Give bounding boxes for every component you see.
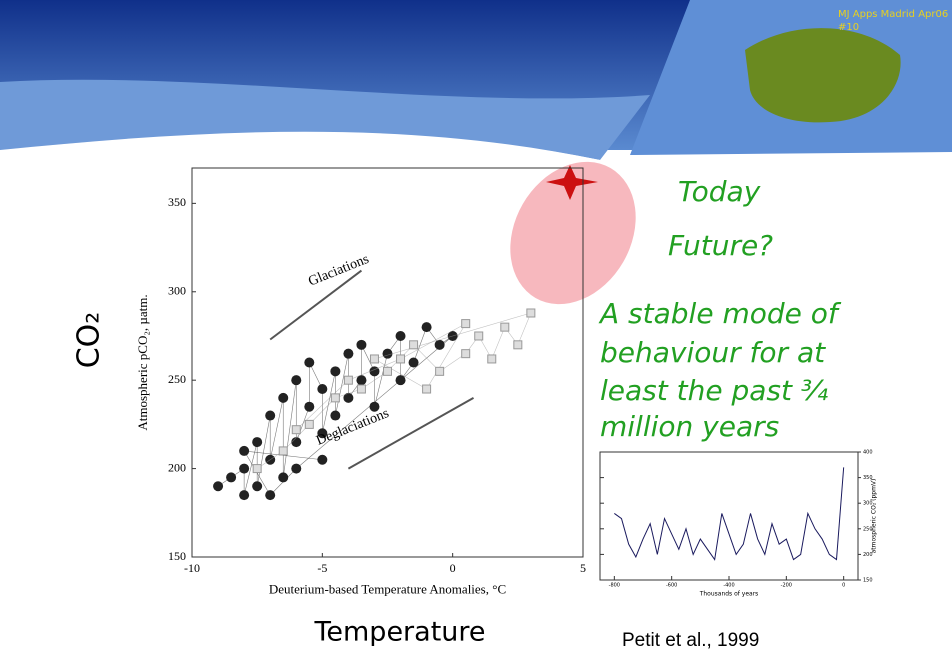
scatter-point bbox=[291, 437, 301, 447]
y-tick-label: 200 bbox=[168, 460, 186, 474]
x-tick-label: -600 bbox=[666, 583, 677, 589]
scatter-point bbox=[291, 375, 301, 385]
scatter-point bbox=[370, 355, 378, 363]
x-tick-label: 5 bbox=[580, 561, 586, 575]
scatter-point bbox=[239, 490, 249, 500]
scatter-point bbox=[397, 355, 405, 363]
scatter-point bbox=[396, 375, 406, 385]
x-axis-label: Deuterium-based Temperature Anomalies, °… bbox=[269, 582, 506, 597]
scatter-point bbox=[410, 341, 418, 349]
y-tick-label: 350 bbox=[168, 195, 186, 209]
statement-line: least the past ¾ bbox=[600, 374, 828, 407]
scatter-point bbox=[317, 384, 327, 394]
scatter-point bbox=[304, 358, 314, 368]
scatter-point bbox=[331, 394, 339, 402]
scatter-point bbox=[436, 367, 444, 375]
y-axis-label: Atmospheric pCO₂, µatm. bbox=[135, 294, 150, 430]
x-tick-label: 0 bbox=[450, 561, 456, 575]
scatter-point bbox=[239, 464, 249, 474]
slide: MJ Apps Madrid Apr06 #10 CO₂ Temperature… bbox=[0, 0, 952, 657]
x-axis-title: Temperature bbox=[313, 617, 485, 648]
scatter-point bbox=[291, 464, 301, 474]
scatter-point bbox=[488, 355, 496, 363]
scatter-point bbox=[356, 375, 366, 385]
scatter-point bbox=[317, 455, 327, 465]
x-tick-label: 0 bbox=[842, 583, 845, 589]
y-tick-label: 150 bbox=[863, 578, 873, 584]
y-axis-label: atmospheric CO₂ (ppmV) bbox=[871, 479, 878, 554]
scatter-point bbox=[435, 340, 445, 350]
scatter-point bbox=[343, 349, 353, 359]
statement-line: A stable mode of bbox=[598, 297, 842, 330]
slide-number: #10 bbox=[838, 22, 859, 33]
scatter-point bbox=[305, 420, 313, 428]
x-tick-label: -800 bbox=[609, 583, 620, 589]
scatter-point bbox=[304, 402, 314, 412]
scatter-point bbox=[344, 376, 352, 384]
statement-line: behaviour for at bbox=[600, 336, 826, 369]
future-label: Future? bbox=[668, 229, 773, 262]
y-tick-label: 400 bbox=[863, 450, 873, 456]
y-tick-label: 300 bbox=[168, 284, 186, 298]
x-axis-label: Thousands of years bbox=[699, 591, 759, 598]
x-tick-label: -10 bbox=[184, 561, 200, 575]
scatter-point bbox=[278, 472, 288, 482]
x-tick-label: -5 bbox=[317, 561, 327, 575]
x-tick-label: -200 bbox=[781, 583, 792, 589]
scatter-point bbox=[226, 472, 236, 482]
scatter-point bbox=[384, 367, 392, 375]
scatter-point bbox=[213, 481, 223, 491]
scatter-point bbox=[462, 350, 470, 358]
scatter-point bbox=[252, 437, 262, 447]
citation: Petit et al., 1999 bbox=[622, 630, 759, 651]
scatter-point bbox=[252, 481, 262, 491]
scatter-point bbox=[253, 465, 261, 473]
event-label: MJ Apps Madrid Apr06 bbox=[838, 9, 948, 20]
scatter-point bbox=[409, 358, 419, 368]
scatter-point bbox=[383, 349, 393, 359]
scatter-point bbox=[357, 385, 365, 393]
scatter-point bbox=[278, 393, 288, 403]
scatter-point bbox=[514, 341, 522, 349]
scatter-point bbox=[239, 446, 249, 456]
scatter-point bbox=[396, 331, 406, 341]
scatter-point bbox=[330, 411, 340, 421]
x-tick-label: -400 bbox=[723, 583, 734, 589]
scatter-point bbox=[423, 385, 431, 393]
scatter-point bbox=[265, 411, 275, 421]
today-label: Today bbox=[678, 175, 761, 208]
scatter-point bbox=[356, 340, 366, 350]
scatter-point bbox=[292, 426, 300, 434]
y-tick-label: 250 bbox=[168, 372, 186, 386]
scatter-point bbox=[279, 447, 287, 455]
y-axis-title: CO₂ bbox=[72, 312, 107, 369]
scatter-point bbox=[501, 323, 509, 331]
scatter-point bbox=[475, 332, 483, 340]
scatter-point bbox=[462, 320, 470, 328]
scatter-point bbox=[330, 366, 340, 376]
scatter-point bbox=[265, 490, 275, 500]
scatter-point bbox=[527, 309, 535, 317]
scatter-point bbox=[422, 322, 432, 332]
statement-line: million years bbox=[600, 410, 779, 443]
